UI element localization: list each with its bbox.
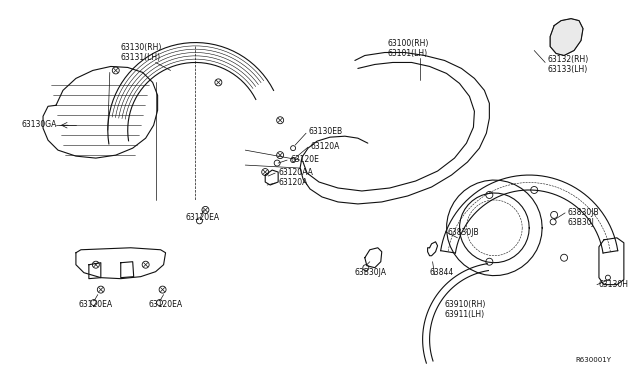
Text: 63120A: 63120A (310, 142, 339, 151)
Text: 63132(RH): 63132(RH) (547, 55, 588, 64)
Text: 63910(RH): 63910(RH) (445, 299, 486, 309)
Text: 63130(RH): 63130(RH) (121, 42, 162, 52)
Text: 63120EA: 63120EA (79, 299, 113, 309)
Text: 63120AA: 63120AA (278, 168, 313, 177)
Text: R630001Y: R630001Y (575, 357, 611, 363)
Text: 63120EA: 63120EA (186, 213, 220, 222)
Text: 63130H: 63130H (599, 280, 629, 289)
Text: 63911(LH): 63911(LH) (445, 310, 484, 318)
Text: 63B30JA: 63B30JA (355, 268, 387, 277)
Text: 63133(LH): 63133(LH) (547, 65, 588, 74)
Text: 63120A: 63120A (278, 178, 308, 187)
Text: 63100(RH): 63100(RH) (388, 39, 429, 48)
Text: 63120E: 63120E (290, 155, 319, 164)
Text: 63B30J: 63B30J (567, 218, 594, 227)
Text: 63844: 63844 (429, 268, 454, 277)
Text: 63101(LH): 63101(LH) (388, 48, 428, 58)
Text: 63130GA: 63130GA (21, 120, 56, 129)
Text: 63120EA: 63120EA (148, 299, 183, 309)
Text: 63130EB: 63130EB (308, 127, 342, 136)
Text: 63131(LH): 63131(LH) (121, 52, 161, 61)
Polygon shape (550, 19, 583, 55)
Text: 63830JB: 63830JB (567, 208, 598, 217)
Text: 63830JB: 63830JB (447, 228, 479, 237)
